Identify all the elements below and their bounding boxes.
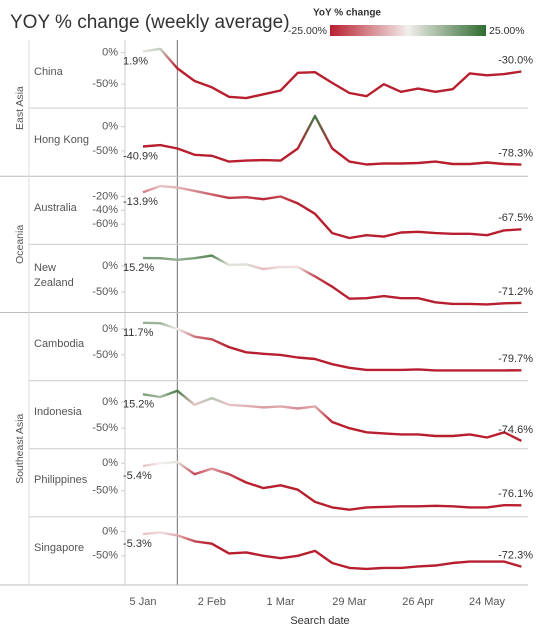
series-line xyxy=(142,460,522,511)
x-tick-label: 29 Mar xyxy=(332,596,367,608)
value-label: -72.3% xyxy=(498,549,533,561)
y-tick-label: -20% xyxy=(92,190,118,202)
y-tick-label: 0% xyxy=(102,121,118,133)
value-label: -67.5% xyxy=(498,212,533,224)
x-tick-label: 24 May xyxy=(469,596,506,608)
legend-color-bar xyxy=(330,25,486,36)
panel-name: Singapore xyxy=(34,542,85,555)
value-label: 15.2% xyxy=(123,398,154,410)
panel-name: Hong Kong xyxy=(34,133,90,146)
x-axis-title: Search date xyxy=(290,615,349,627)
value-label: 1.9% xyxy=(123,55,148,67)
y-tick-label: -50% xyxy=(92,145,118,157)
y-tick-label: -50% xyxy=(92,286,118,298)
x-tick-label: 5 Jan xyxy=(130,596,157,608)
y-tick-label: 0% xyxy=(102,457,118,469)
panel-name: Australia xyxy=(34,201,77,214)
series-line xyxy=(142,184,522,240)
y-tick-label: 0% xyxy=(102,396,118,408)
y-tick-label: 0% xyxy=(102,323,118,335)
value-label: -76.1% xyxy=(498,488,533,500)
value-label: 15.2% xyxy=(123,262,154,274)
group-label: Southeast Asia xyxy=(14,414,26,484)
series-line xyxy=(142,47,522,100)
value-label: -5.3% xyxy=(123,538,152,550)
y-tick-label: -40% xyxy=(92,204,118,216)
group-label: Oceania xyxy=(14,225,26,264)
value-label: -30.0% xyxy=(498,54,533,66)
series-line xyxy=(142,321,522,372)
x-tick-label: 1 Mar xyxy=(267,596,295,608)
x-tick-label: 2 Feb xyxy=(198,596,226,608)
legend-title: YoY % change xyxy=(313,8,381,19)
legend-min-label: -25.00% xyxy=(288,25,327,37)
value-label: 11.7% xyxy=(123,327,154,339)
y-tick-label: 0% xyxy=(102,46,118,58)
y-tick-label: -60% xyxy=(92,218,118,230)
panel-name: Indonesia xyxy=(34,406,82,419)
value-label: -79.7% xyxy=(498,353,533,365)
value-label: -74.6% xyxy=(498,424,533,436)
y-tick-label: -50% xyxy=(92,550,118,562)
value-label: -71.2% xyxy=(498,286,533,298)
value-label: -5.4% xyxy=(123,470,152,482)
y-tick-label: 0% xyxy=(102,260,118,272)
group-label: East Asia xyxy=(14,86,26,130)
y-tick-label: -50% xyxy=(92,485,118,497)
value-label: -13.9% xyxy=(123,196,158,208)
value-label: -78.3% xyxy=(498,148,533,160)
panel-name: China xyxy=(34,65,63,78)
y-tick-label: 0% xyxy=(102,525,118,537)
series-line xyxy=(142,531,522,571)
panel-name: Cambodia xyxy=(34,338,85,351)
y-tick-label: -50% xyxy=(92,349,118,361)
series-line xyxy=(142,254,522,306)
y-tick-label: -50% xyxy=(92,78,118,90)
panel-name: Philippines xyxy=(34,474,88,487)
y-tick-label: -50% xyxy=(92,422,118,434)
value-label: -40.9% xyxy=(123,150,158,162)
series-line xyxy=(142,389,522,442)
chart-title: YOY % change (weekly average) xyxy=(10,12,290,33)
series-line xyxy=(142,114,522,166)
legend-max-label: 25.00% xyxy=(489,25,525,37)
panel-name: New Zealand xyxy=(34,262,74,290)
x-tick-label: 26 Apr xyxy=(402,596,434,608)
